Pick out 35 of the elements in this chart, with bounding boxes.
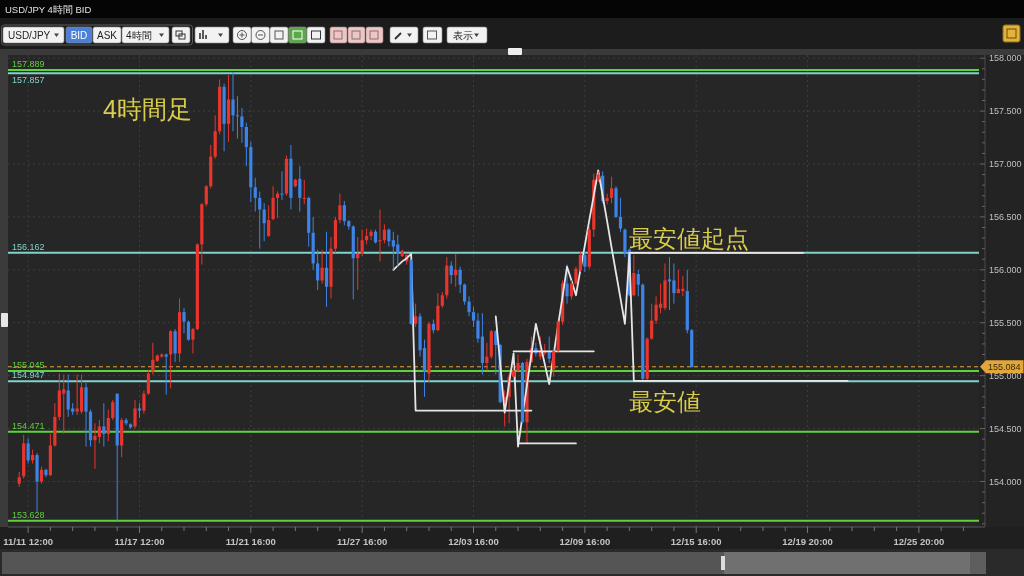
annotation: 4時間足	[103, 95, 192, 123]
x-tick-label: 12/03 16:00	[448, 536, 499, 547]
ref-line-label: 154.471	[12, 420, 45, 431]
x-tick-label: 11/21 16:00	[225, 536, 276, 547]
ref-line-label: 157.857	[12, 75, 45, 86]
button: BID	[65, 26, 93, 44]
y-tick-label: 157.000	[989, 159, 1022, 170]
x-tick-label: 12/25 20:00	[893, 536, 945, 547]
y-tick-label: 155.000	[989, 370, 1022, 381]
ref-line-label: 157.889	[12, 58, 45, 69]
y-tick-label: 157.500	[989, 106, 1022, 117]
dropdown: 表示	[446, 26, 488, 44]
ref-line-label: 155.045	[12, 359, 45, 370]
ref-line-label: 154.947	[12, 370, 45, 381]
annotation: 最安値起点	[629, 224, 750, 252]
y-tick-label: 155.500	[989, 317, 1022, 328]
ref-line-label: 155.084	[988, 361, 1021, 372]
ref-line-label: 153.628	[12, 509, 45, 520]
x-tick-label: 12/09 16:00	[559, 536, 611, 547]
x-tick-label: 11/11 12:00	[3, 536, 53, 547]
y-tick-label: 158.000	[989, 53, 1022, 64]
chart-title: USD/JPY 4時間 BID	[5, 3, 92, 15]
dropdown: 4時間	[121, 26, 170, 44]
annotation: 最安値	[629, 388, 702, 416]
y-tick-label: 154.500	[989, 423, 1022, 434]
x-tick-label: 11/27 16:00	[337, 536, 388, 547]
y-tick-label: 156.000	[989, 265, 1022, 276]
ref-line-label: 156.162	[12, 241, 45, 252]
x-tick-label: 11/17 12:00	[114, 536, 165, 547]
dropdown: USD/JPY	[2, 26, 65, 44]
x-tick-label: 12/19 20:00	[782, 536, 833, 547]
x-tick-label: 12/15 16:00	[670, 536, 722, 547]
y-tick-label: 154.000	[989, 476, 1022, 487]
y-tick-label: 156.500	[989, 212, 1022, 223]
button: ASK	[92, 26, 122, 44]
